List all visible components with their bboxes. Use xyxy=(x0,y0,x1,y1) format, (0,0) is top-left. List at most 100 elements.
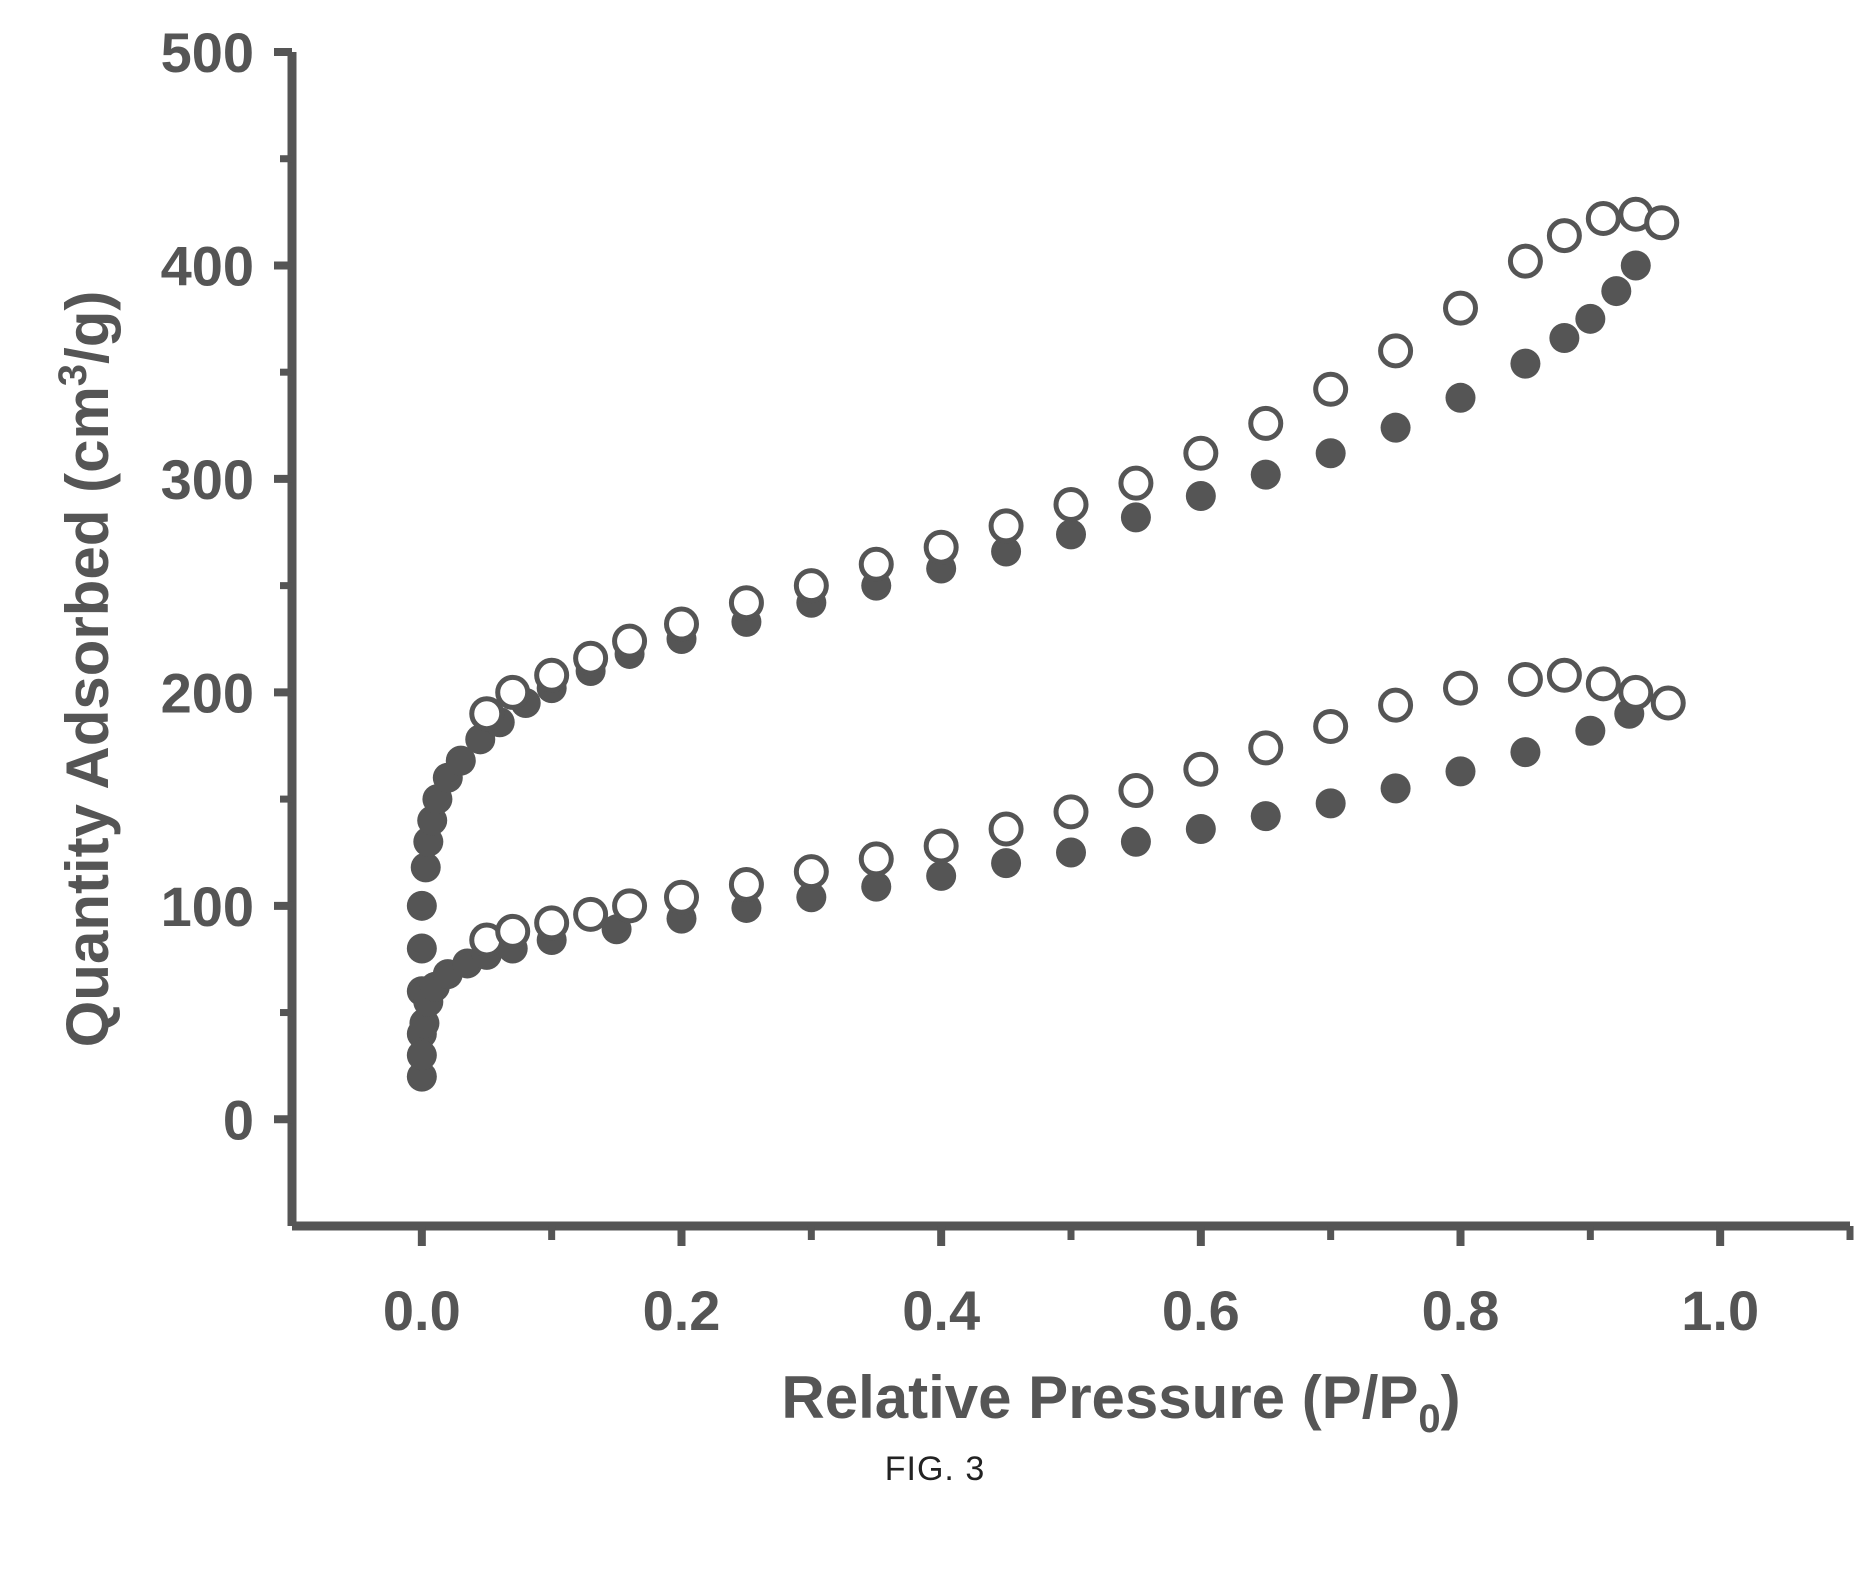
filled-data-point xyxy=(406,1061,437,1092)
open-data-point xyxy=(1507,243,1543,279)
open-data-point xyxy=(1378,333,1414,369)
open-data-point xyxy=(1644,205,1680,241)
open-data-point xyxy=(1313,709,1349,745)
open-data-point xyxy=(1443,290,1478,326)
open-data-point xyxy=(1378,687,1414,723)
open-data-point xyxy=(923,529,959,565)
y-tick-label: 100 xyxy=(161,875,254,938)
open-data-point xyxy=(858,546,894,582)
filled-data-point xyxy=(406,1040,437,1071)
axis-ticks: 0 100 200 300 400 500 0.0 0.2 0.4 0.6 0.8 1.0 xyxy=(161,21,1854,1342)
open-data-point xyxy=(793,568,829,604)
y-tick-label: 0 xyxy=(223,1088,254,1151)
filled-data-point xyxy=(991,848,1022,879)
x-tick-label: 0.0 xyxy=(383,1279,461,1342)
filled-data-point xyxy=(1620,250,1651,281)
filled-data-point xyxy=(1601,276,1632,307)
filled-data-point xyxy=(1250,801,1281,832)
y-tick-label: 500 xyxy=(161,21,254,84)
filled-data-point xyxy=(445,745,476,776)
open-data-point xyxy=(534,657,570,693)
x-axis-title-main: Relative Pressure (P/P xyxy=(781,1364,1418,1431)
filled-data-point xyxy=(410,852,441,883)
filled-data-point xyxy=(406,890,437,921)
open-data-point xyxy=(1248,730,1284,766)
open-data-point xyxy=(728,866,764,902)
filled-data-point xyxy=(991,536,1022,567)
open-data-point xyxy=(1585,200,1621,236)
open-data-point xyxy=(858,841,894,877)
open-data-point xyxy=(923,828,959,864)
filled-data-point xyxy=(1250,459,1281,490)
filled-data-point xyxy=(1445,382,1476,413)
open-data-point xyxy=(573,896,609,932)
filled-data-point xyxy=(861,871,892,902)
filled-data-point xyxy=(406,933,437,964)
y-tick-label: 200 xyxy=(161,661,254,724)
open-data-point xyxy=(612,623,648,659)
x-tick-label: 1.0 xyxy=(1681,1279,1759,1342)
x-axis-title-close: ) xyxy=(1441,1364,1461,1431)
filled-data-point xyxy=(1510,737,1541,768)
open-data-point xyxy=(573,640,609,676)
filled-data-point xyxy=(1185,480,1216,511)
open-data-point xyxy=(1443,670,1478,706)
open-data-point xyxy=(1053,487,1089,523)
figure-caption: FIG. 3 xyxy=(884,1450,986,1488)
open-data-point xyxy=(495,674,531,710)
open-data-point xyxy=(1507,662,1543,698)
y-tick-label: 300 xyxy=(161,448,254,511)
filled-data-point xyxy=(1315,438,1346,469)
y-axis-title-main: Quantity Adsorbed (cm xyxy=(54,386,121,1047)
open-data-point xyxy=(664,606,699,642)
filled-data-point xyxy=(1575,715,1606,746)
filled-data-point xyxy=(1185,813,1216,844)
data-points xyxy=(406,196,1686,1092)
x-tick-label: 0.2 xyxy=(643,1279,721,1342)
open-data-point xyxy=(612,888,648,924)
filled-data-point xyxy=(796,882,827,913)
open-data-point xyxy=(728,585,764,621)
filled-data-point xyxy=(1120,502,1151,533)
open-data-point xyxy=(664,879,699,915)
open-data-point xyxy=(534,905,570,941)
y-tick-label: 400 xyxy=(161,234,254,297)
filled-data-point xyxy=(1056,519,1086,550)
open-data-point xyxy=(1118,773,1154,809)
x-axis-title: Relative Pressure (P/P0) xyxy=(781,1364,1460,1441)
filled-data-point xyxy=(1120,826,1151,857)
filled-data-point xyxy=(1549,323,1580,354)
open-data-point xyxy=(988,811,1024,847)
open-data-point xyxy=(1183,751,1219,787)
open-data-point xyxy=(1183,435,1219,471)
filled-data-point xyxy=(1380,773,1411,804)
filled-data-point xyxy=(1510,348,1541,379)
filled-data-point xyxy=(1575,303,1606,334)
open-data-point xyxy=(1313,371,1349,407)
open-data-point xyxy=(988,508,1024,544)
open-data-point xyxy=(1248,405,1284,441)
filled-data-point xyxy=(465,724,496,755)
filled-data-point xyxy=(1315,788,1346,819)
open-data-point xyxy=(793,854,829,890)
y-axis-title-close: /g) xyxy=(54,291,121,364)
open-data-point xyxy=(1618,674,1654,710)
y-axis-title: Quantity Adsorbed (cm3/g) xyxy=(51,291,121,1048)
x-tick-label: 0.6 xyxy=(1162,1279,1240,1342)
filled-data-point xyxy=(731,892,762,923)
open-data-point xyxy=(1546,657,1582,693)
open-data-point xyxy=(1546,218,1582,254)
open-data-point xyxy=(495,913,531,949)
filled-data-point xyxy=(1380,412,1411,443)
open-data-point xyxy=(1053,794,1089,830)
open-data-point xyxy=(1585,666,1621,702)
filled-data-point xyxy=(1056,837,1086,868)
x-tick-label: 0.4 xyxy=(902,1279,980,1342)
filled-data-point xyxy=(1445,756,1476,787)
open-data-point xyxy=(1118,465,1154,501)
x-axis-title-subscript: 0 xyxy=(1418,1397,1440,1441)
y-axis-title-superscript: 3 xyxy=(51,364,95,386)
open-data-point xyxy=(469,696,505,732)
open-data-point xyxy=(1650,685,1686,721)
